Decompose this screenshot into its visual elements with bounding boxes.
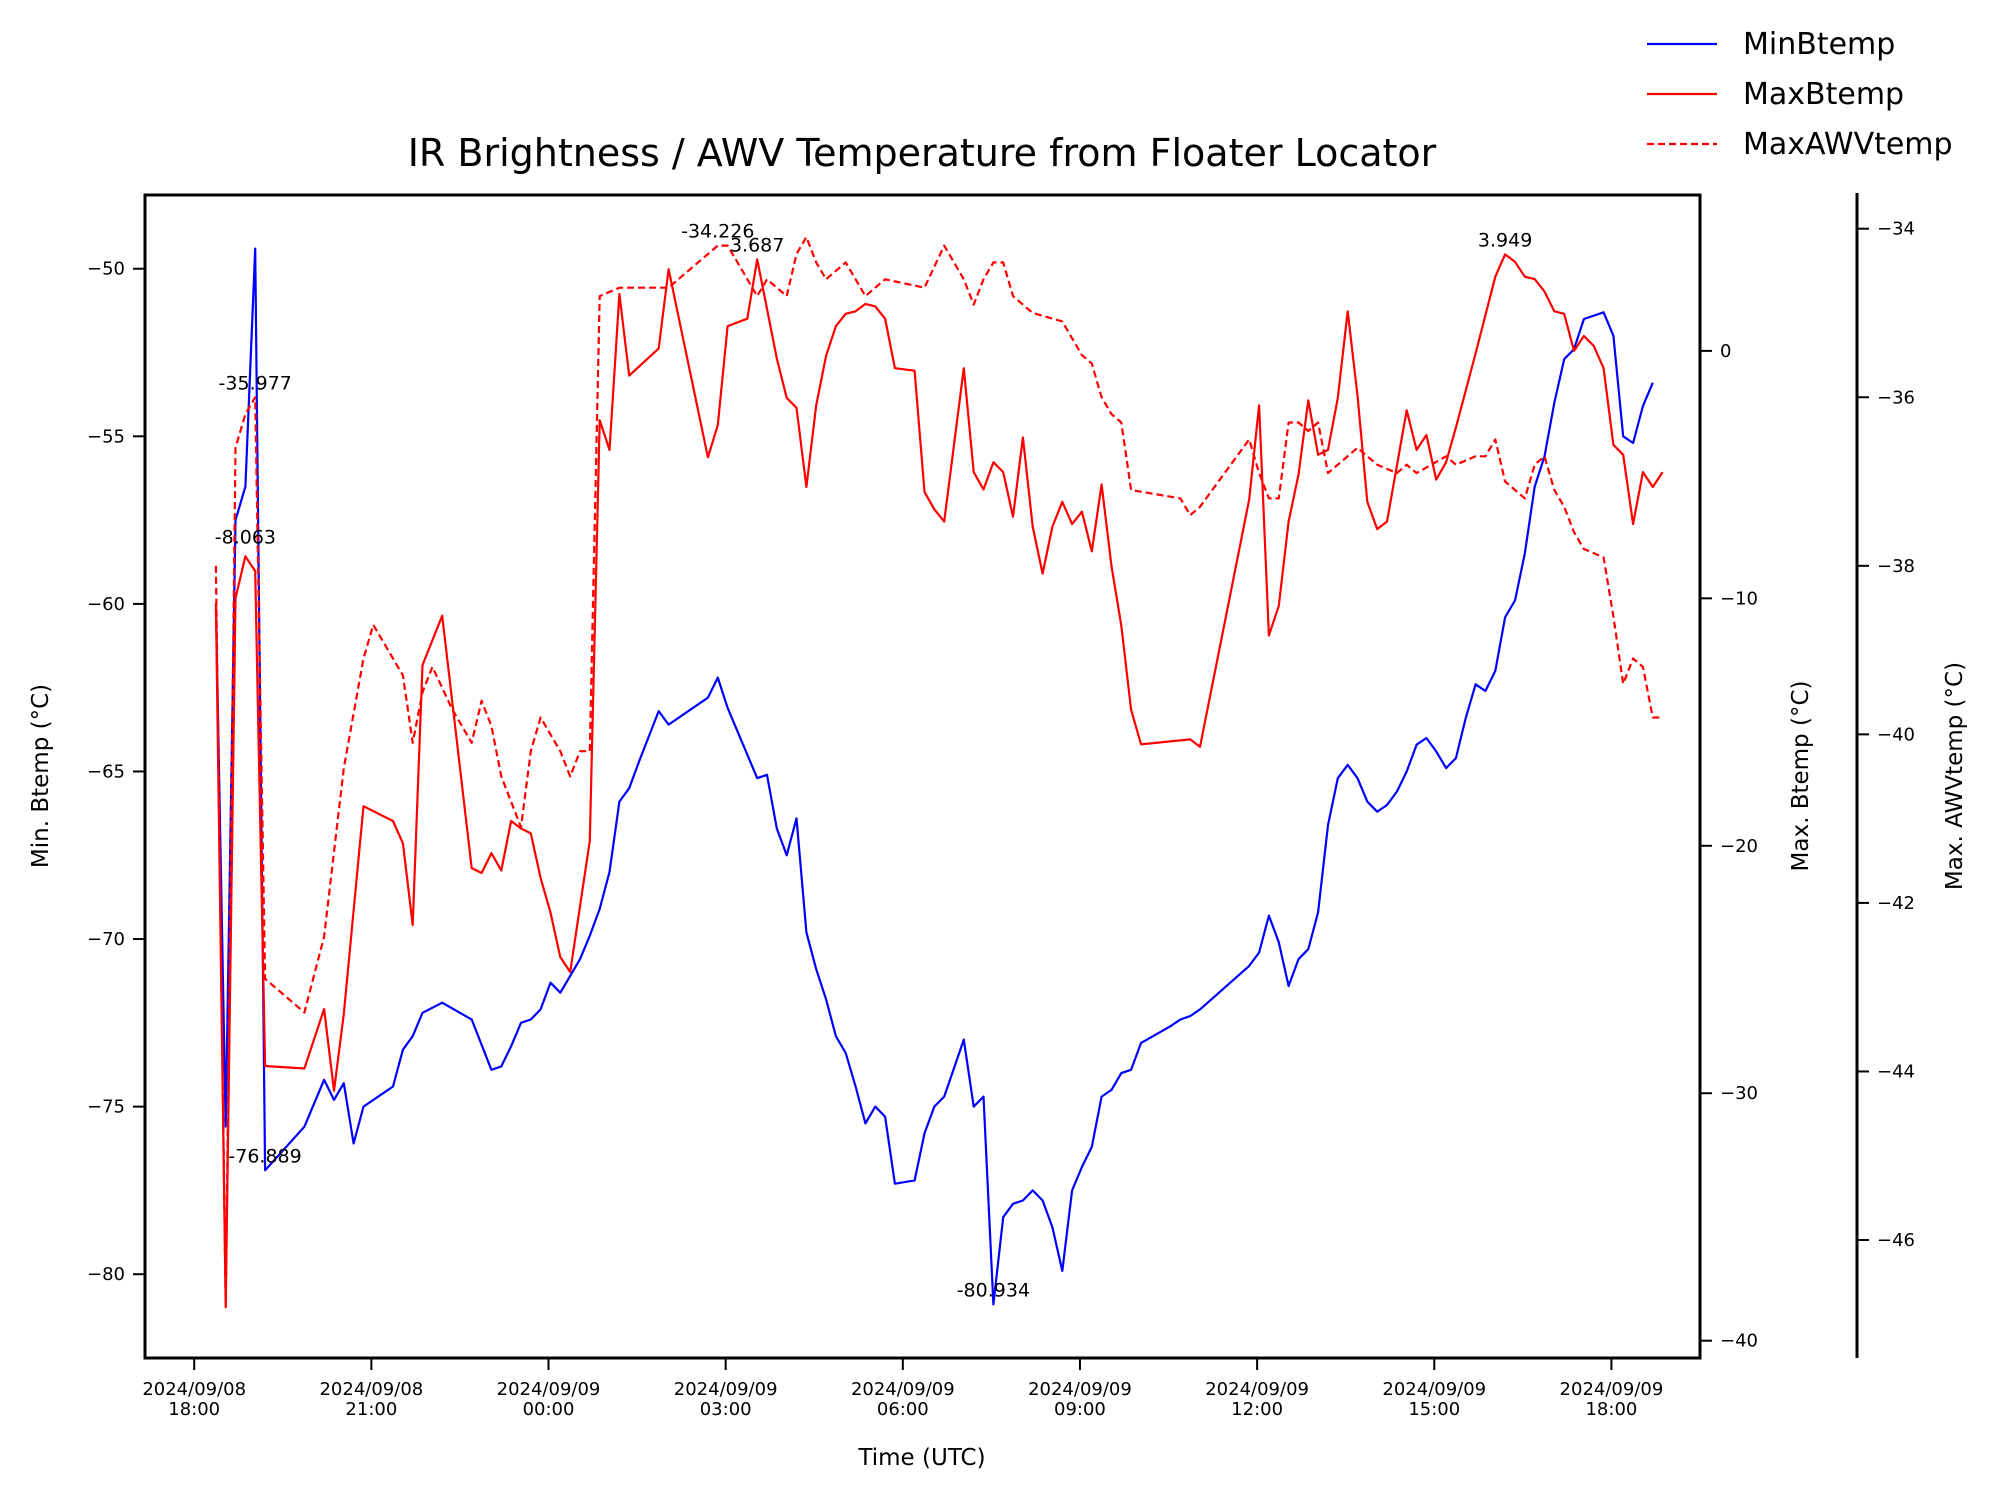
x-tick-label: 2024/09/08	[319, 1379, 423, 1400]
x-tick-label: 2024/09/09	[674, 1379, 778, 1400]
x-tick-label: 2024/09/09	[1028, 1379, 1132, 1400]
data-label: -35.977	[219, 372, 292, 394]
y-tick-label: −55	[87, 426, 125, 447]
series-line-maxbtemp	[214, 253, 1664, 1308]
chart-title: IR Brightness / AWV Temperature from Flo…	[408, 131, 1437, 175]
y-tick-label: −50	[87, 259, 125, 280]
y-tick-label: −30	[1720, 1083, 1758, 1104]
data-label: -76.889	[228, 1145, 301, 1167]
y-tick-label: −20	[1720, 836, 1758, 857]
x-tick-label: 03:00	[700, 1399, 752, 1420]
data-label: -8.063	[215, 526, 276, 548]
y-tick-label: −75	[87, 1097, 125, 1118]
x-tick-label: 2024/09/09	[1205, 1379, 1309, 1400]
x-tick-label: 18:00	[168, 1399, 220, 1420]
y-tick-label: −42	[1877, 893, 1915, 914]
y-tick-label: −65	[87, 761, 125, 782]
y-tick-label: −34	[1877, 219, 1915, 240]
series-line-minbtemp	[214, 247, 1654, 1306]
x-tick-label: 00:00	[523, 1399, 575, 1420]
legend-label: MaxBtemp	[1743, 77, 1904, 112]
plot-frame	[143, 193, 1702, 1360]
third-axis-label: Max. AWVtemp (°C)	[1942, 662, 1968, 890]
x-tick-label: 18:00	[1585, 1399, 1637, 1420]
y-tick-label: −70	[87, 929, 125, 950]
data-label: 3.687	[730, 234, 784, 256]
y-tick-label: −38	[1877, 556, 1915, 577]
left-axis-label: Min. Btemp (°C)	[28, 684, 54, 868]
series-layer	[214, 236, 1664, 1309]
y-tick-label: −60	[87, 594, 125, 615]
x-tick-label: 15:00	[1408, 1399, 1460, 1420]
y-tick-label: −36	[1877, 387, 1915, 408]
x-tick-label: 09:00	[1054, 1399, 1106, 1420]
y-tick-label: 0	[1720, 341, 1731, 362]
legend-label: MaxAWVtemp	[1743, 127, 1953, 162]
y-tick-label: −10	[1720, 588, 1758, 609]
x-tick-label: 2024/09/09	[1382, 1379, 1486, 1400]
right-axis-ticks: −40 −30 −20 −10 0	[1700, 341, 1758, 1352]
y-tick-label: −44	[1877, 1061, 1915, 1082]
x-tick-label: 2024/09/09	[1560, 1379, 1664, 1400]
data-label: 3.949	[1478, 229, 1532, 251]
x-axis-ticks: 2024/09/0818:002024/09/0821:002024/09/09…	[142, 1358, 1663, 1420]
x-tick-label: 21:00	[345, 1399, 397, 1420]
x-tick-label: 2024/09/09	[851, 1379, 955, 1400]
y-tick-label: −40	[1720, 1331, 1758, 1352]
left-axis-ticks: −80 −75 −70 −65 −60 −55 −50	[87, 259, 145, 1285]
legend: MinBtemp MaxBtemp MaxAWVtemp	[1647, 27, 1953, 162]
x-tick-label: 12:00	[1231, 1399, 1283, 1420]
right-axis-label: Max. Btemp (°C)	[1788, 681, 1814, 872]
y-tick-label: −46	[1877, 1230, 1915, 1251]
x-tick-label: 06:00	[877, 1399, 929, 1420]
legend-label: MinBtemp	[1743, 27, 1895, 62]
y-tick-label: −80	[87, 1264, 125, 1285]
series-line-maxawvtemp	[214, 236, 1663, 1309]
x-axis-label: Time (UTC)	[857, 1445, 985, 1471]
x-tick-label: 2024/09/08	[142, 1379, 246, 1400]
third-axis-ticks: −46 −44 −42 −40 −38 −36 −34	[1857, 219, 1915, 1251]
data-label: -34.226	[681, 221, 754, 243]
y-tick-label: −40	[1877, 724, 1915, 745]
plot-area: 2024/09/0818:002024/09/0821:002024/09/09…	[87, 193, 1915, 1420]
data-label: -80.934	[957, 1279, 1030, 1301]
x-tick-label: 2024/09/09	[497, 1379, 601, 1400]
